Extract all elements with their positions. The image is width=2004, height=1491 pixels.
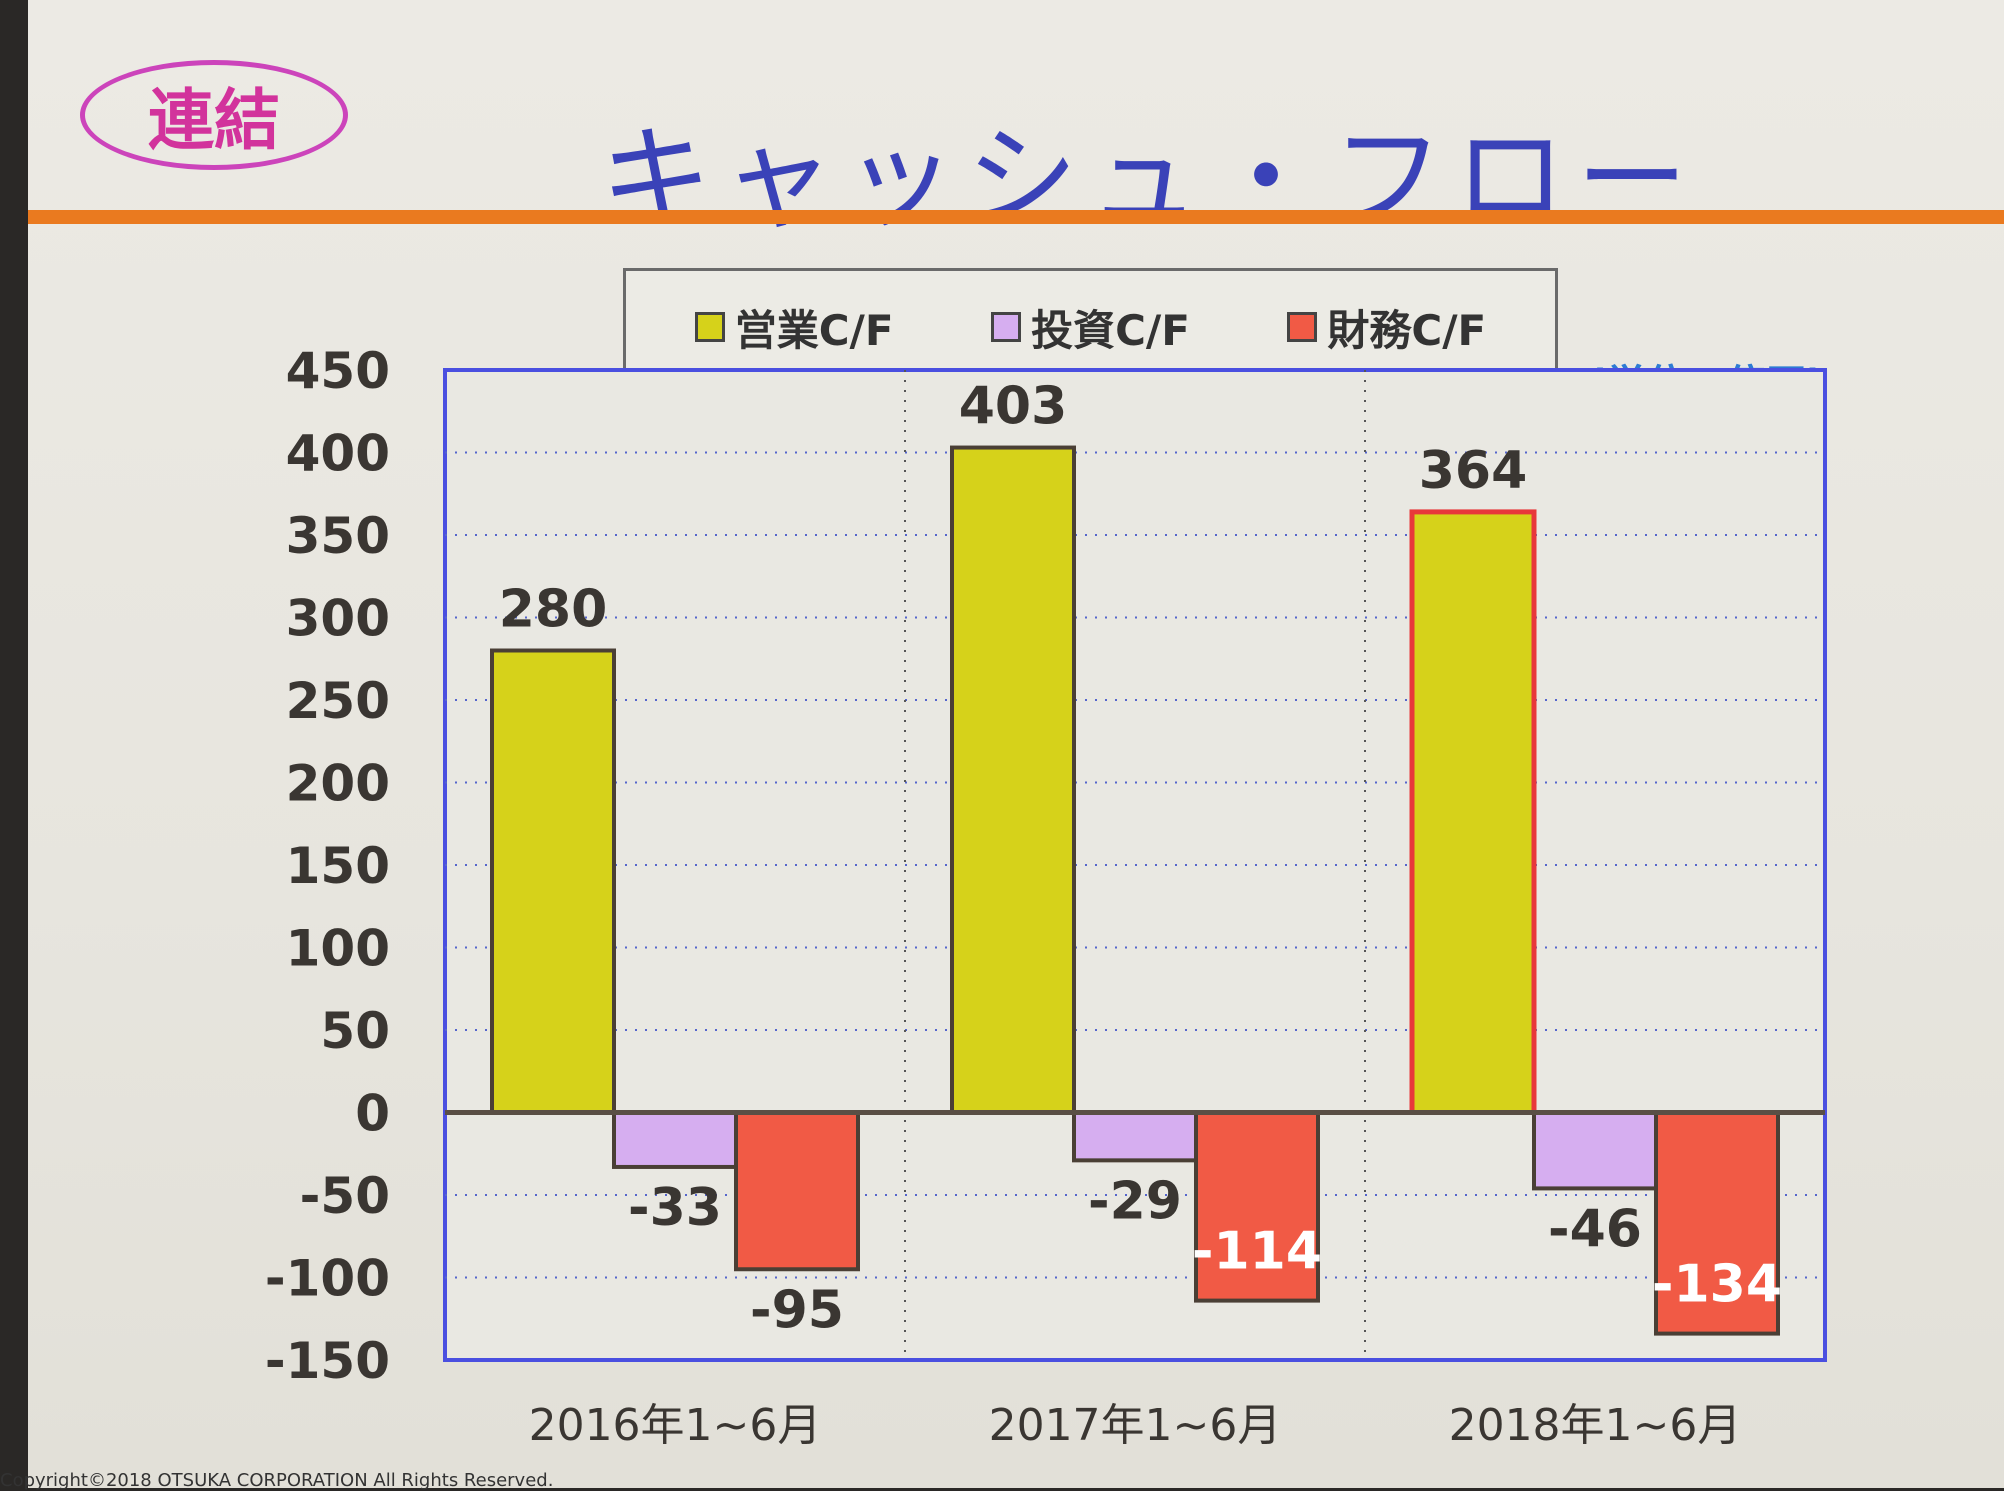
y-tick-label: -50	[300, 1167, 390, 1225]
y-tick-label: 100	[286, 920, 390, 978]
y-tick-label: 200	[286, 755, 390, 813]
bar-investing	[612, 1110, 738, 1169]
x-category-label: 2017年1~6月	[989, 1400, 1282, 1451]
y-tick-label: 400	[286, 425, 390, 483]
bar-operating	[490, 648, 616, 1115]
bar-financing	[734, 1110, 860, 1272]
y-tick-label: 0	[355, 1085, 390, 1143]
y-tick-label: 450	[286, 342, 390, 400]
badge-label: 連結	[148, 82, 280, 159]
x-category-label: 2016年1~6月	[529, 1400, 822, 1451]
bar-financing	[1194, 1110, 1320, 1303]
y-tick-label: 250	[286, 672, 390, 730]
legend-item-investing: 投資C/F	[991, 297, 1190, 358]
bar-investing	[1532, 1110, 1658, 1191]
data-label-operating: 364	[1419, 441, 1528, 501]
legend-label-financing: 財務C/F	[1327, 305, 1487, 355]
data-label-investing: -29	[1088, 1171, 1182, 1231]
data-label-operating: 403	[959, 377, 1068, 437]
title-divider	[28, 210, 2004, 224]
y-tick-label: 300	[286, 590, 390, 648]
data-label-financing: -95	[750, 1280, 844, 1340]
bar-operating	[950, 445, 1076, 1115]
data-label-operating: 280	[499, 580, 608, 640]
chart-legend: 営業C/F 投資C/F 財務C/F	[623, 268, 1558, 386]
y-tick-label: -100	[265, 1250, 390, 1308]
data-label-financing: -134	[1652, 1255, 1782, 1315]
legend-swatch-investing	[991, 312, 1022, 342]
bar-financing	[1654, 1110, 1780, 1336]
legend-label-investing: 投資C/F	[1031, 305, 1190, 355]
legend-label-operating: 営業C/F	[734, 305, 894, 355]
data-label-financing: -114	[1192, 1222, 1322, 1282]
legend-item-operating: 営業C/F	[694, 297, 894, 358]
bar-investing	[1072, 1110, 1198, 1163]
copyright-text: Copyright©2018 OTSUKA CORPORATION All Ri…	[0, 1470, 554, 1491]
legend-item-financing: 財務C/F	[1287, 297, 1486, 358]
y-tick-label: 350	[286, 507, 390, 565]
y-tick-label: 50	[320, 1002, 390, 1060]
y-tick-label: -150	[265, 1332, 390, 1390]
data-label-investing: -33	[628, 1178, 722, 1238]
legend-swatch-financing	[1287, 312, 1318, 342]
data-label-investing: -46	[1548, 1199, 1642, 1259]
legend-swatch-operating	[694, 312, 725, 342]
bar-operating	[1409, 509, 1537, 1115]
consolidated-badge: 連結	[80, 60, 348, 170]
x-category-label: 2018年1~6月	[1449, 1400, 1742, 1451]
y-tick-label: 150	[286, 837, 390, 895]
